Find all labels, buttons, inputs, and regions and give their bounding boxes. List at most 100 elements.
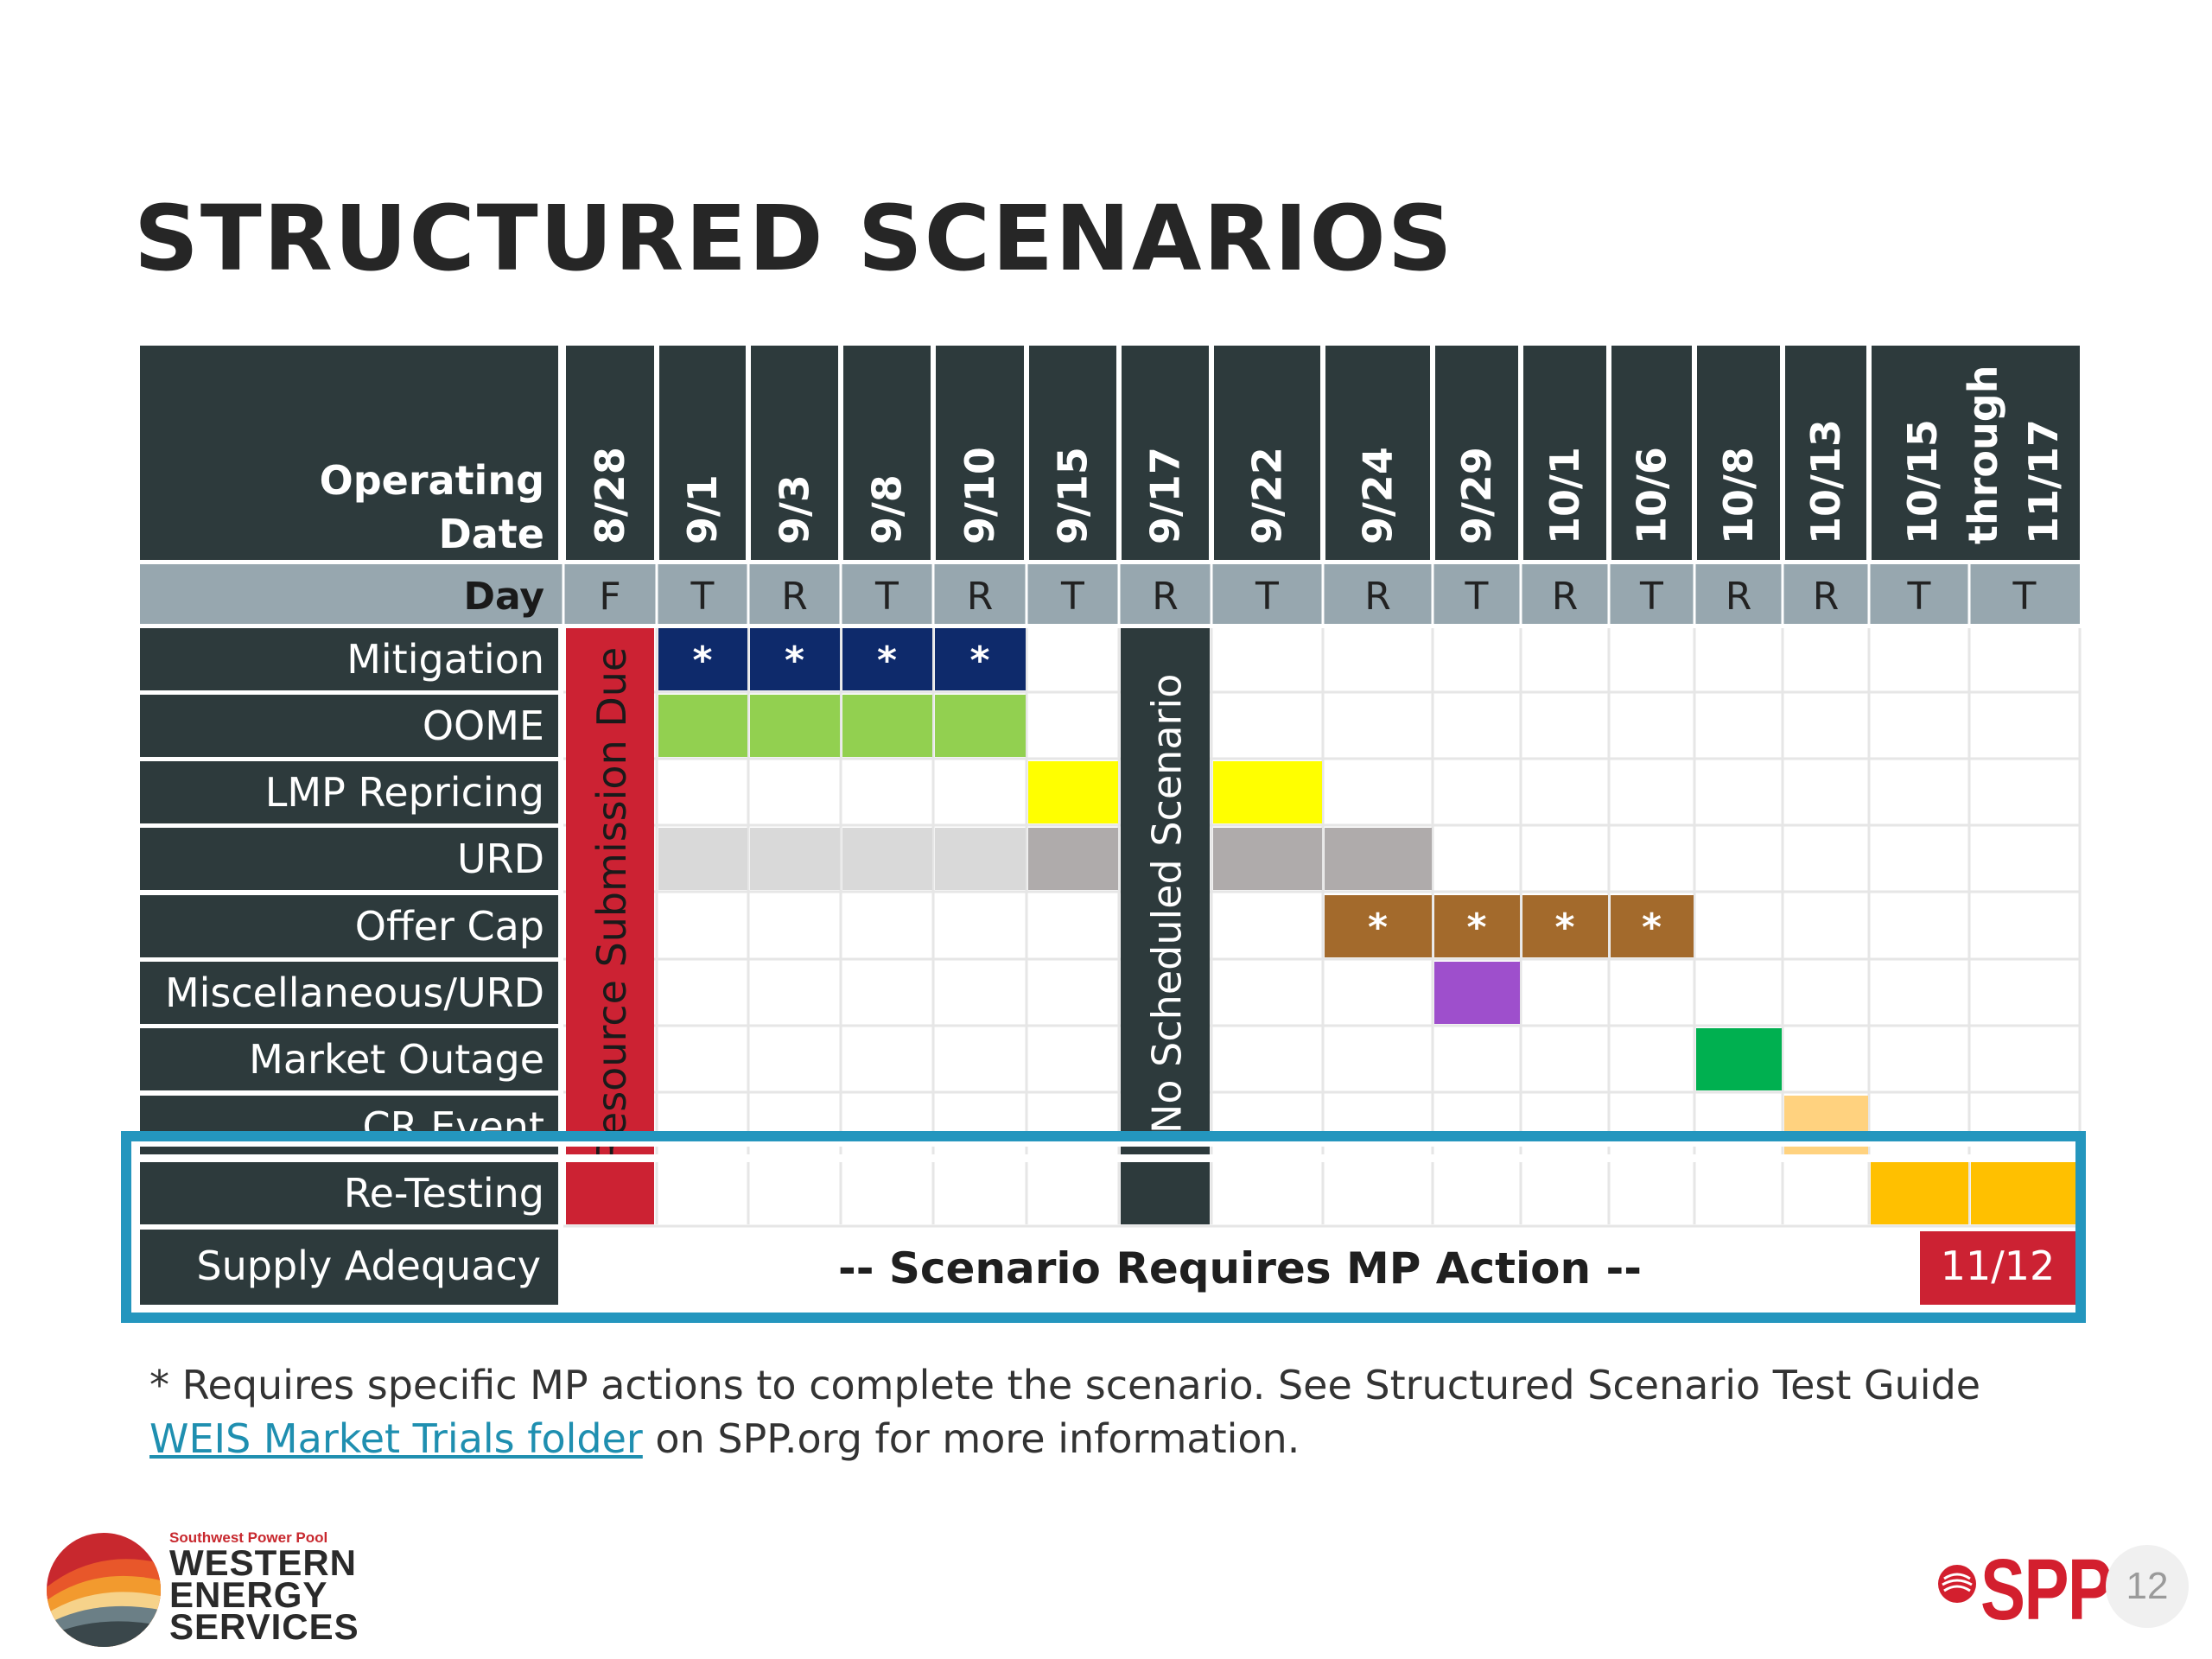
date-header-label: 9/29 <box>1453 447 1500 544</box>
scenario-star: * <box>1466 906 1486 950</box>
date-header-cell <box>566 346 654 560</box>
spp-logo-icon <box>1938 1565 1976 1603</box>
scenario-block <box>1871 1162 1968 1224</box>
date-header-label: 9/22 <box>1244 447 1291 544</box>
day-cell-label: T <box>1255 575 1279 619</box>
scenario-block <box>842 828 932 890</box>
row-label-cell <box>140 828 558 890</box>
row-label-cell <box>140 1096 558 1158</box>
date-header-cell <box>936 346 1024 560</box>
row-label-cell <box>140 1028 558 1090</box>
scenario-star: * <box>1368 906 1388 950</box>
day-row-label: Day <box>463 575 544 619</box>
day-cell-label: T <box>690 575 715 619</box>
date-header-label: 9/1 <box>679 474 726 544</box>
scenario-block <box>1213 828 1322 890</box>
supply-adequacy-label-cell <box>140 1230 558 1305</box>
scenario-block <box>1784 1096 1868 1158</box>
wes-logo-small-text: Southwest Power Pool <box>169 1529 328 1546</box>
weis-market-trials-link[interactable]: WEIS Market Trials folder <box>149 1415 643 1462</box>
date-header-label: 11/17 <box>2020 419 2067 544</box>
wes-logo-line3: SERVICES <box>169 1606 359 1647</box>
row-label-cell <box>140 761 558 823</box>
scenario-block <box>1213 761 1322 823</box>
scenario-star: * <box>1642 906 1662 950</box>
scenario-star: * <box>785 639 804 683</box>
day-cell-label: T <box>1639 575 1663 619</box>
footnote: * Requires specific MP actions to comple… <box>149 1358 2050 1465</box>
date-header-cell <box>1029 346 1116 560</box>
date-header-label: 9/8 <box>864 474 911 544</box>
supply-adequacy-message: -- Scenario Requires MP Action -- <box>838 1243 1642 1294</box>
row-label-cell <box>140 695 558 757</box>
scenario-block <box>842 695 932 757</box>
scenario-block <box>750 828 840 890</box>
date-header-label: 9/24 <box>1355 447 1402 544</box>
footnote-text-end: on SPP.org for more information. <box>642 1415 1300 1462</box>
scenario-block <box>658 828 747 890</box>
day-cell-label: T <box>2012 575 2037 619</box>
scenario-star: * <box>1554 906 1574 950</box>
scenario-star: * <box>692 639 712 683</box>
scenario-star: * <box>969 639 989 683</box>
date-header-cell <box>1435 346 1518 560</box>
scenario-block <box>1971 1162 2079 1224</box>
header-label-line1: Operating <box>320 457 544 504</box>
row-label: URD <box>457 836 544 882</box>
day-cell-label: R <box>781 575 808 619</box>
date-header-cell <box>751 346 838 560</box>
date-header-label: 9/15 <box>1050 447 1096 544</box>
date-header-label: through <box>1960 365 2006 544</box>
day-cell-label: R <box>967 575 994 619</box>
date-header-cell <box>1697 346 1780 560</box>
header-label-line2: Date <box>439 511 544 557</box>
row-label: Market Outage <box>249 1036 544 1083</box>
row-label: Miscellaneous/URD <box>165 969 544 1016</box>
scenario-block <box>1028 828 1118 890</box>
date-header-cell-merged <box>1872 346 2080 560</box>
row-label-cell <box>140 962 558 1024</box>
row-label: LMP Repricing <box>265 769 544 816</box>
scenario-block <box>1434 962 1520 1024</box>
scenario-block <box>842 628 932 690</box>
resource-submission-due-label: Resource Submission Due <box>588 647 635 1162</box>
day-cell-label: T <box>874 575 899 619</box>
date-header-label: 10/8 <box>1715 447 1762 544</box>
scenario-block <box>1522 895 1608 957</box>
supply-adequacy-date-cell <box>1920 1231 2075 1305</box>
scenario-block <box>1325 895 1432 957</box>
no-scheduled-scenario-bar <box>1121 628 1210 1224</box>
row-label: Offer Cap <box>355 903 544 950</box>
resource-submission-due-bar <box>566 628 654 1224</box>
date-header-label: 8/28 <box>587 447 633 544</box>
scenario-block <box>1028 761 1118 823</box>
date-header-cell <box>1785 346 1866 560</box>
date-header-cell <box>1611 346 1692 560</box>
wes-logo-line2: ENERGY <box>169 1574 328 1615</box>
date-header-label: 9/17 <box>1142 447 1189 544</box>
scenario-star: * <box>877 639 897 683</box>
scenario-block <box>1611 895 1694 957</box>
no-scheduled-scenario-label: No Scheduled Scenario <box>1144 674 1191 1134</box>
spp-logo-text: SPP <box>1980 1541 2113 1638</box>
day-cell-label: R <box>1813 575 1840 619</box>
scenario-block <box>658 695 747 757</box>
footnote-text: * Requires specific MP actions to comple… <box>149 1362 1981 1408</box>
day-cell-label: T <box>1060 575 1084 619</box>
day-cell-label: F <box>599 575 620 619</box>
scenario-block <box>1696 1028 1782 1090</box>
scenario-block <box>1325 828 1432 890</box>
date-header-label: 10/15 <box>1899 419 1946 544</box>
scenario-block <box>935 828 1026 890</box>
day-cell-label: R <box>1152 575 1179 619</box>
date-header-cell <box>659 346 746 560</box>
scenario-block <box>750 695 840 757</box>
day-cell-label: R <box>1552 575 1579 619</box>
row-label: Mitigation <box>346 636 544 683</box>
row-separator-band <box>121 1154 2108 1162</box>
row-label-cell <box>140 1162 558 1224</box>
row-label-cell <box>140 895 558 957</box>
supply-adequacy-date: 11/12 <box>1941 1243 2056 1289</box>
row-label: Re-Testing <box>344 1170 544 1217</box>
date-header-cell <box>1214 346 1320 560</box>
